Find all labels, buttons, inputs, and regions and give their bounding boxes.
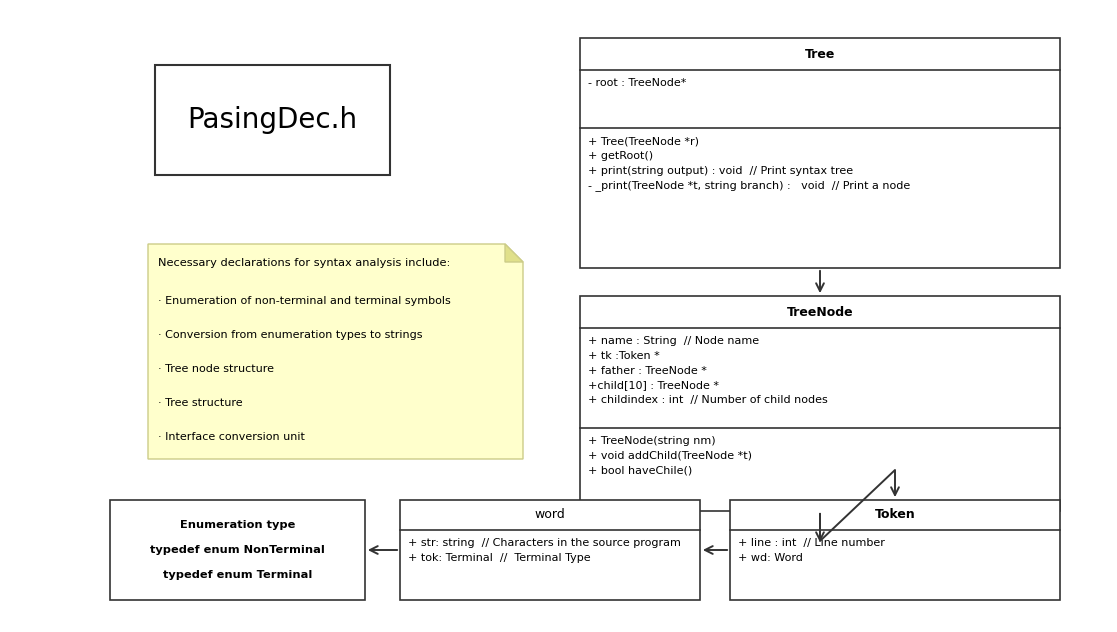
Text: typedef enum Terminal: typedef enum Terminal xyxy=(163,570,312,580)
Text: + name : String  // Node name
+ tk :Token *
+ father : TreeNode *
+child[10] : T: + name : String // Node name + tk :Token… xyxy=(588,336,828,405)
Bar xyxy=(400,500,700,600)
Bar xyxy=(155,65,390,175)
Text: + TreeNode(string nm)
+ void addChild(TreeNode *t)
+ bool haveChile(): + TreeNode(string nm) + void addChild(Tr… xyxy=(588,436,752,476)
Bar xyxy=(580,296,1060,511)
Text: Enumeration type: Enumeration type xyxy=(180,520,295,530)
Bar xyxy=(109,500,365,600)
Text: word: word xyxy=(535,509,565,521)
Text: PasingDec.h: PasingDec.h xyxy=(188,106,357,134)
Text: · Interface conversion unit: · Interface conversion unit xyxy=(157,432,305,442)
Text: + Tree(TreeNode *r)
+ getRoot()
+ print(string output) : void  // Print syntax t: + Tree(TreeNode *r) + getRoot() + print(… xyxy=(588,136,910,191)
Text: typedef enum NonTerminal: typedef enum NonTerminal xyxy=(150,545,325,555)
Bar xyxy=(580,38,1060,268)
Text: + str: string  // Characters in the source program
+ tok: Terminal  //  Terminal: + str: string // Characters in the sourc… xyxy=(408,538,681,563)
Text: Token: Token xyxy=(875,509,915,521)
Text: · Conversion from enumeration types to strings: · Conversion from enumeration types to s… xyxy=(157,330,422,340)
Polygon shape xyxy=(505,244,523,262)
Text: · Tree structure: · Tree structure xyxy=(157,398,242,408)
Text: · Enumeration of non-terminal and terminal symbols: · Enumeration of non-terminal and termin… xyxy=(157,296,451,306)
Polygon shape xyxy=(147,244,523,459)
Text: Necessary declarations for syntax analysis include:: Necessary declarations for syntax analys… xyxy=(157,258,450,268)
Text: - root : TreeNode*: - root : TreeNode* xyxy=(588,78,686,88)
Text: Tree: Tree xyxy=(805,47,836,61)
Text: · Tree node structure: · Tree node structure xyxy=(157,364,274,374)
Text: + line : int  // Line number
+ wd: Word: + line : int // Line number + wd: Word xyxy=(738,538,885,563)
Bar xyxy=(731,500,1060,600)
Text: TreeNode: TreeNode xyxy=(786,305,853,319)
